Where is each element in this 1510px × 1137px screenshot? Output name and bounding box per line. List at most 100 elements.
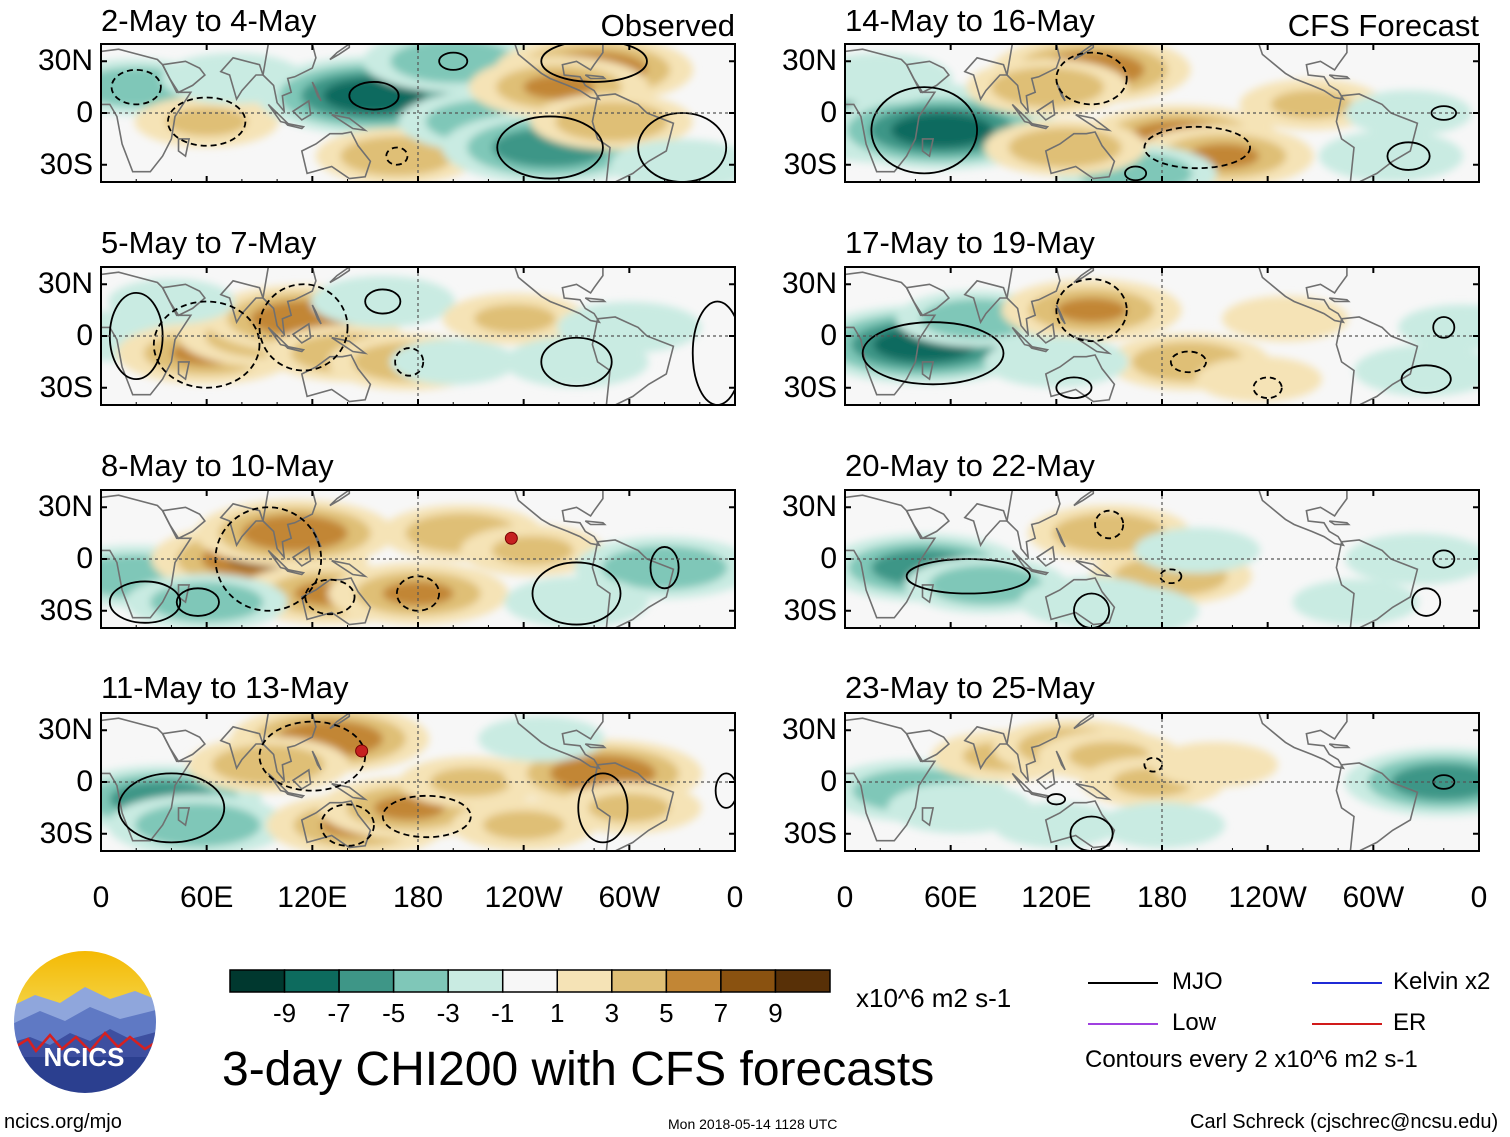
- anomaly-cell: [135, 288, 208, 315]
- coastline: [101, 271, 193, 396]
- mjo-contour: [1046, 793, 1067, 806]
- lat-label: 30S: [39, 593, 93, 627]
- anomaly-cell: [1270, 89, 1353, 119]
- coastline: [283, 568, 306, 576]
- anomaly-cell: [1223, 366, 1295, 392]
- lat-label: 0: [820, 542, 837, 575]
- mjo-contour: [1400, 364, 1452, 394]
- coastline: [1073, 713, 1095, 730]
- anomaly-cell: [430, 767, 512, 797]
- coastline: [177, 807, 191, 827]
- anomaly-cell: [641, 150, 723, 180]
- coastline: [963, 502, 1009, 548]
- mjo-contour: [108, 580, 182, 624]
- mjo-contour: [1143, 756, 1163, 773]
- coastline: [1006, 267, 1061, 337]
- coastline: [262, 490, 317, 560]
- lon-label: 120W: [1228, 881, 1307, 914]
- mjo-contour: [152, 300, 261, 389]
- anomaly-cell: [1077, 521, 1142, 545]
- coastline: [1055, 750, 1066, 771]
- lat-label: 30N: [781, 267, 837, 301]
- map-panel: [844, 43, 1480, 183]
- coastline: [963, 56, 1009, 102]
- coastline: [514, 490, 604, 547]
- units-label: x10^6 m2 s-1: [856, 983, 1012, 1013]
- colorbar-tick-label: 9: [768, 998, 783, 1028]
- mjo-contour: [577, 772, 629, 844]
- coastline: [584, 743, 607, 749]
- coastline: [101, 717, 193, 842]
- mjo-contour: [385, 146, 409, 166]
- map-panel: [100, 43, 736, 183]
- mjo-contour: [1073, 592, 1111, 628]
- coastline: [845, 271, 937, 396]
- lon-label: 60E: [923, 881, 978, 914]
- colorbar-tick-label: -3: [436, 998, 460, 1028]
- anomaly-cell: [174, 590, 239, 614]
- coastline: [591, 316, 675, 405]
- lon-label: 120E: [277, 881, 348, 914]
- coastline: [1073, 490, 1095, 507]
- coastline: [1027, 122, 1050, 130]
- author-credit: Carl Schreck (cjschrec@ncsu.edu): [1190, 1111, 1499, 1133]
- coastline: [1027, 345, 1050, 353]
- lat-label: 0: [820, 96, 837, 129]
- colorbar-swatch: [338, 969, 395, 993]
- map-panel: [844, 266, 1480, 406]
- anomaly-cell: [1126, 812, 1198, 838]
- section-label: CFS Forecast: [1287, 8, 1479, 43]
- mjo-contour: [905, 558, 1031, 595]
- mjo-contour: [1386, 141, 1431, 171]
- coastline: [219, 725, 265, 771]
- anomaly-cell: [1425, 314, 1479, 341]
- mjo-contour: [1159, 568, 1183, 585]
- anomaly-cell: [588, 793, 671, 823]
- coastline: [921, 584, 935, 604]
- lon-label: 120E: [1021, 881, 1092, 914]
- mjo-contour: [258, 283, 349, 372]
- mjo-contour: [540, 336, 613, 387]
- coastline: [1027, 791, 1050, 799]
- coastline: [1258, 490, 1348, 547]
- anomaly-cell: [236, 753, 301, 776]
- lat-label: 0: [76, 319, 93, 352]
- anomaly-cell: [364, 144, 429, 168]
- lon-label: 180: [1136, 881, 1188, 914]
- lat-label: 30S: [783, 816, 837, 850]
- mjo-contour: [1252, 376, 1283, 400]
- lat-label: 0: [76, 542, 93, 575]
- coastline: [845, 494, 937, 619]
- mjo-contour: [637, 112, 728, 182]
- mjo-contour: [348, 81, 400, 111]
- lon-label: 0: [1470, 881, 1488, 914]
- coastline: [905, 60, 950, 94]
- coastline: [1075, 336, 1113, 355]
- coastline: [283, 345, 306, 353]
- coastline: [101, 494, 193, 619]
- coastline: [283, 122, 306, 130]
- coastline: [311, 81, 322, 102]
- coastline: [584, 520, 607, 526]
- coastline: [1073, 267, 1095, 284]
- panel-title: 23-May to 25-May: [845, 670, 1095, 705]
- colorbar-swatch: [283, 969, 340, 993]
- anomaly-cell: [629, 555, 701, 580]
- lat-label: 30S: [39, 147, 93, 181]
- coastline: [300, 131, 372, 180]
- mjo-contour: [861, 321, 1005, 386]
- colorbar-tick-label: 1: [550, 998, 565, 1028]
- coastline: [1027, 568, 1050, 576]
- coastline: [1328, 74, 1351, 80]
- panel-title: 14-May to 16-May: [845, 3, 1095, 38]
- coastline: [921, 361, 935, 381]
- colorbar-swatch: [229, 969, 286, 993]
- coastline: [1055, 527, 1066, 548]
- mjo-contour: [870, 86, 978, 175]
- legend-label: Kelvin x2: [1393, 968, 1491, 995]
- lon-label: 60W: [1342, 881, 1405, 914]
- mjo-contour: [496, 115, 604, 180]
- coastline: [161, 506, 206, 540]
- mjo-contour: [691, 300, 735, 405]
- coastline: [262, 713, 317, 783]
